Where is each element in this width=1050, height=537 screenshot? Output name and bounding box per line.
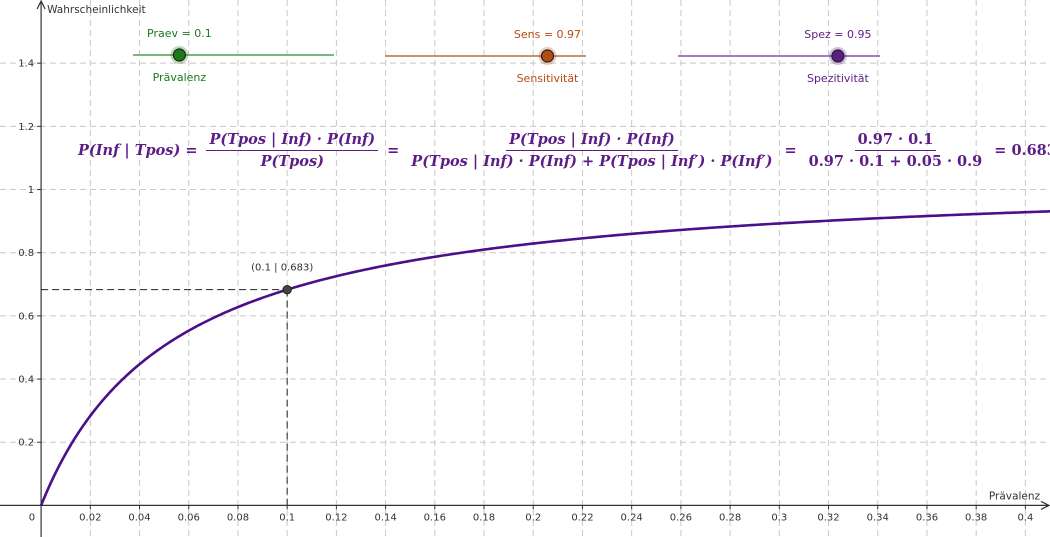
slider-sens[interactable]: Sens = 0.97 Sensitivität	[385, 28, 586, 85]
formula-lhs: P(Inf | Tpos)	[78, 141, 181, 159]
formula-fraction-2-numerator: P(Tpos | Inf) · P(Inf)	[506, 131, 678, 151]
y-tick-label: 0.4	[18, 375, 34, 386]
formula-fraction-3: 0.97 · 0.1 0.97 · 0.1 + 0.05 · 0.9	[806, 131, 986, 170]
x-tick-label: 0.06	[178, 512, 200, 523]
x-tick-label: 0.14	[374, 512, 396, 523]
formula-equals-4: =	[994, 141, 1007, 159]
guide-lines	[41, 289, 288, 506]
slider-praev[interactable]: Praev = 0.1 Prävalenz	[133, 27, 334, 84]
x-tick-label: 0.34	[867, 512, 889, 523]
x-tick-label: 0.32	[817, 512, 839, 523]
x-tick-label: 0.36	[916, 512, 938, 523]
slider-spez-handle[interactable]	[831, 49, 845, 63]
x-tick-label: 0.04	[128, 512, 150, 523]
slider-spez[interactable]: Spez = 0.95 Spezitivität	[678, 28, 880, 85]
bayes-formula: P(Inf | Tpos) = P(Tpos | Inf) · P(Inf) P…	[78, 128, 1050, 172]
formula-equals-3: =	[784, 141, 797, 159]
y-tick-label: 1.4	[18, 59, 34, 70]
x-tick-label: 0.18	[473, 512, 495, 523]
x-tick-label: 0.08	[227, 512, 249, 523]
x-tick-label: 0.12	[325, 512, 347, 523]
slider-spez-name: Spezitivität	[807, 72, 870, 85]
slider-praev-value: Praev = 0.1	[147, 27, 212, 40]
x-axis-label: Prävalenz	[989, 490, 1041, 502]
formula-fraction-2: P(Tpos | Inf) · P(Inf) P(Tpos | Inf) · P…	[408, 131, 775, 170]
formula-equals-1: =	[185, 141, 198, 159]
x-tick-label: 0.16	[424, 512, 446, 523]
formula-equals-2: =	[387, 141, 400, 159]
y-tick-label: 0.2	[18, 438, 34, 449]
data-point[interactable]	[282, 284, 292, 295]
x-tick-label: 0.02	[79, 512, 101, 523]
y-tick-label: 0.8	[18, 248, 34, 259]
formula-fraction-2-denominator: P(Tpos | Inf) · P(Inf) + P(Tpos | Inf′) …	[411, 152, 773, 170]
x-tick-label: 0.22	[571, 512, 593, 523]
slider-sens-value: Sens = 0.97	[514, 28, 581, 41]
formula-fraction-3-numerator: 0.97 · 0.1	[854, 131, 937, 151]
formula-fraction-1-numerator: P(Tpos | Inf) · P(Inf)	[206, 131, 379, 151]
slider-spez-value: Spez = 0.95	[804, 28, 871, 41]
x-tick-label: 0.2	[525, 512, 541, 523]
slider-sens-name: Sensitivität	[517, 72, 579, 85]
formula-fraction-3-denominator: 0.97 · 0.1 + 0.05 · 0.9	[808, 152, 983, 170]
y-axis-label: Wahrscheinlichkeit	[47, 4, 146, 16]
data-point-label: (0.1 | 0.683)	[251, 263, 313, 274]
x-tick-label: 0.38	[965, 512, 987, 523]
slider-sens-handle[interactable]	[540, 49, 555, 63]
sliders-layer[interactable]: Praev = 0.1 Prävalenz Sens = 0.97 Sensitivi…	[133, 27, 880, 85]
x-tick-label: 0.1	[279, 512, 295, 523]
formula-fraction-1: P(Tpos | Inf) · P(Inf) P(Tpos)	[206, 131, 379, 170]
y-tick-label: 1	[28, 185, 34, 196]
formula-fraction-1-denominator: P(Tpos)	[260, 152, 324, 170]
points-layer[interactable]: (0.1 | 0.683)	[251, 263, 313, 295]
x-tick-label: 0	[29, 512, 35, 523]
y-tick-label: 1.2	[18, 122, 34, 133]
x-tick-label: 0.26	[670, 512, 692, 523]
x-axis-arrow	[1040, 500, 1050, 510]
series-layer	[39, 210, 1050, 506]
y-axis-arrow	[36, 0, 46, 10]
x-tick-label: 0.24	[621, 512, 643, 523]
x-tick-label: 0.28	[719, 512, 741, 523]
x-tick-label: 0.3	[771, 512, 787, 523]
y-tick-label: 0.6	[18, 311, 34, 322]
series-line	[39, 210, 1050, 506]
slider-praev-name: Prävalenz	[153, 71, 207, 84]
formula-result: 0.683	[1011, 141, 1050, 159]
x-tick-label: 0.4	[1017, 512, 1033, 523]
tick-labels: 0 0.02 0.04 0.06 0.08 0.1 0.12 0.14 0.16 0.18 0.2 0…	[18, 59, 1033, 524]
slider-praev-handle[interactable]	[172, 48, 186, 62]
